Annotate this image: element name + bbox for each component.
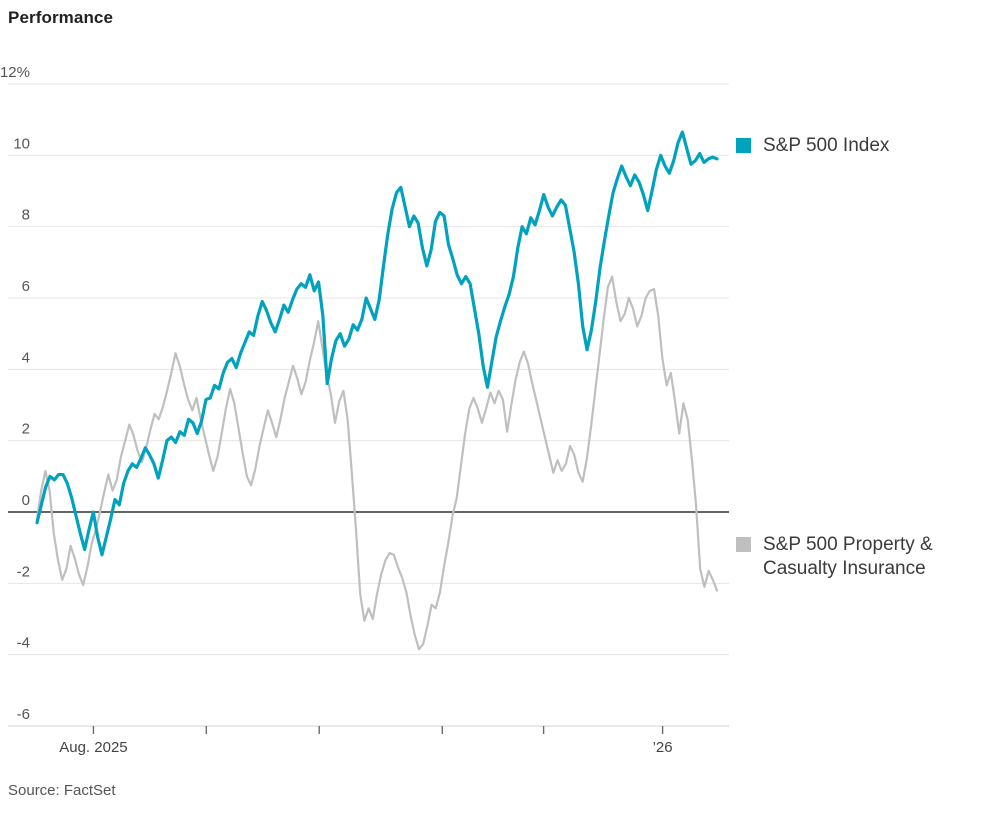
page-title: Performance bbox=[8, 8, 114, 27]
y-axis-tick-label: 0 bbox=[22, 492, 30, 509]
x-axis-tick-label: ’26 bbox=[653, 739, 673, 756]
source-note: Source: FactSet bbox=[8, 782, 116, 799]
y-axis-tick-label: 2 bbox=[22, 421, 30, 438]
y-axis-tick-label: -4 bbox=[17, 635, 30, 652]
y-axis-tick-label: -6 bbox=[17, 706, 30, 723]
legend-label: S&P 500 Index bbox=[763, 135, 890, 156]
y-axis-tick-label: 8 bbox=[22, 207, 30, 224]
legend-swatch-icon bbox=[736, 138, 751, 153]
y-axis-tick-label: -2 bbox=[17, 563, 30, 580]
legend-item-sp500[interactable]: S&P 500 Index bbox=[736, 134, 889, 158]
y-axis-tick-label: 4 bbox=[22, 349, 30, 366]
series-line-sp500 bbox=[35, 130, 719, 557]
legend-item-pc-insurance[interactable]: S&P 500 Property & Casualty Insurance bbox=[736, 533, 933, 581]
legend-swatch-icon bbox=[736, 537, 751, 552]
y-axis-tick-label: 6 bbox=[22, 278, 30, 295]
y-axis-tick-label: 10 bbox=[13, 135, 30, 152]
y-axis-tick-label: 12% bbox=[0, 64, 30, 81]
legend-label: S&P 500 Property & Casualty Insurance bbox=[763, 534, 933, 579]
x-axis-tick-label: Aug. 2025 bbox=[59, 739, 127, 756]
series-line-pc-insurance bbox=[35, 275, 719, 651]
